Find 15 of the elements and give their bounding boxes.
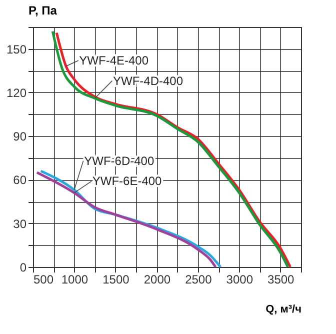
x-tick-label: 2500	[185, 272, 212, 286]
y-tick-label: 90	[13, 130, 27, 144]
x-tick-label: 2000	[144, 272, 171, 286]
y-tick-label: 150	[6, 42, 27, 56]
y-tick-label: 120	[6, 86, 27, 100]
y-tick-label: 30	[13, 216, 27, 231]
x-tick-label: 3500	[268, 272, 295, 286]
x-tick-label: 1000	[61, 272, 88, 286]
y-tick-label: 0	[20, 260, 27, 274]
y-axis-title: P, Па	[28, 4, 58, 18]
x-tick-label: 500	[34, 272, 54, 286]
x-tick-label: 1500	[102, 272, 130, 286]
y-tick-label: 60	[13, 173, 27, 188]
x-tick-label: 3000	[226, 272, 254, 286]
x-axis-title: Q, м³/ч	[266, 304, 302, 316]
